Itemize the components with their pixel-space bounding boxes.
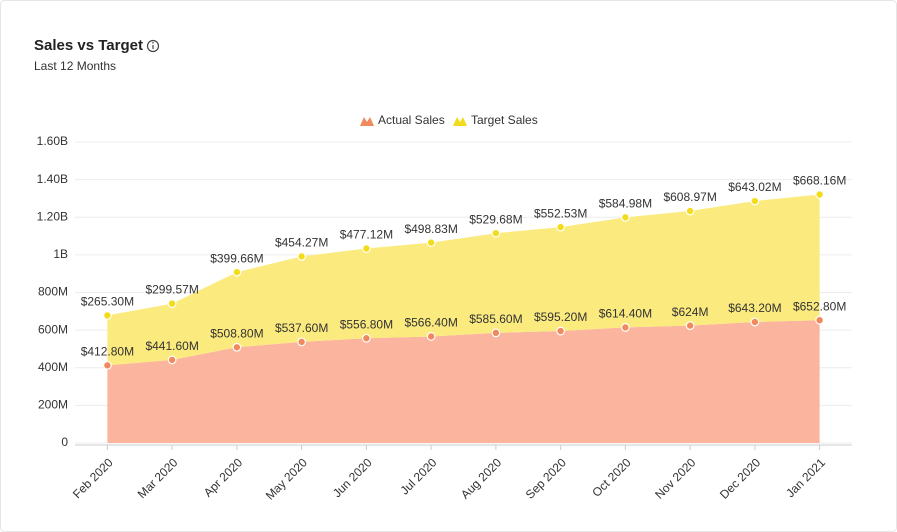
point xyxy=(102,311,112,320)
data-label: $566.40M xyxy=(404,316,457,330)
chart-subtitle: Last 12 Months xyxy=(34,59,116,73)
data-label: $624M xyxy=(672,305,709,319)
data-label: $585.60M xyxy=(469,312,522,326)
data-label: $508.80M xyxy=(210,326,263,340)
data-label: $412.80M xyxy=(81,345,134,359)
point xyxy=(297,252,307,261)
point xyxy=(361,333,371,343)
data-label: $552.53M xyxy=(534,206,587,220)
point xyxy=(426,238,436,248)
data-label: $608.97M xyxy=(663,190,716,204)
chart-title: Sales vs Target xyxy=(34,37,143,54)
info-icon[interactable] xyxy=(146,39,160,53)
point xyxy=(232,267,242,277)
data-label: $441.60M xyxy=(145,339,198,353)
legend-label: Actual Sales xyxy=(378,113,445,127)
legend-icon xyxy=(360,117,374,126)
y-tick-label: 600M xyxy=(38,322,68,336)
legend-label: Target Sales xyxy=(471,113,538,127)
point xyxy=(167,299,177,308)
y-tick-label: 1.60B xyxy=(37,134,68,148)
data-label: $477.12M xyxy=(340,228,393,242)
point xyxy=(685,321,695,331)
y-tick-label: 1.20B xyxy=(37,209,68,223)
point xyxy=(167,355,177,365)
point xyxy=(750,317,760,327)
data-label: $643.02M xyxy=(728,180,781,194)
point xyxy=(491,228,501,238)
y-tick-label: 1.40B xyxy=(37,172,68,186)
point xyxy=(815,315,825,325)
data-label: $498.83M xyxy=(404,222,457,236)
point xyxy=(750,196,760,206)
point xyxy=(232,342,242,352)
y-tick-label: 400M xyxy=(38,360,68,374)
legend: Actual Sales Target Sales xyxy=(360,113,538,127)
legend-icon xyxy=(453,117,467,126)
data-label: $643.20M xyxy=(728,301,781,315)
y-tick-label: 800M xyxy=(38,285,68,299)
point xyxy=(102,360,112,370)
point xyxy=(815,190,825,199)
area xyxy=(107,320,820,443)
data-label: $614.40M xyxy=(599,307,652,321)
point xyxy=(556,326,566,336)
data-label: $556.80M xyxy=(340,317,393,331)
point xyxy=(685,206,695,216)
data-label: $454.27M xyxy=(275,236,328,250)
area xyxy=(107,194,820,366)
point xyxy=(620,212,630,222)
y-tick-label: 200M xyxy=(38,398,68,412)
point xyxy=(491,328,501,338)
y-tick-label: 0 xyxy=(61,435,68,449)
data-label: $399.66M xyxy=(210,251,263,265)
point xyxy=(297,337,307,347)
data-label: $595.20M xyxy=(534,310,587,324)
point xyxy=(556,222,566,232)
data-label: $652.80M xyxy=(793,299,846,313)
point xyxy=(620,323,630,332)
data-label: $668.16M xyxy=(793,174,846,188)
data-label: $299.57M xyxy=(145,283,198,297)
point xyxy=(426,332,436,341)
data-label: $529.68M xyxy=(469,212,522,226)
y-tick-label: 1B xyxy=(53,247,68,261)
point xyxy=(361,244,371,253)
data-label: $537.60M xyxy=(275,321,328,335)
data-label: $584.98M xyxy=(599,197,652,211)
data-label: $265.30M xyxy=(81,295,134,309)
